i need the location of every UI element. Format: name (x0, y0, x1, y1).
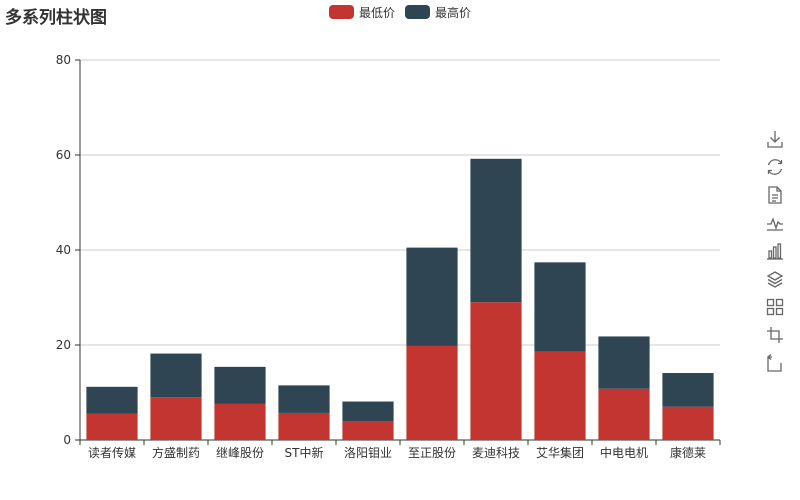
y-tick-label: 0 (63, 433, 71, 447)
bar-low[interactable] (214, 403, 266, 440)
x-tick-label: ST中新 (285, 445, 324, 460)
x-tick-label: 艾华集团 (536, 445, 584, 460)
bar-high[interactable] (86, 386, 138, 414)
x-tick-label: 康德莱 (670, 445, 706, 460)
restore-icon[interactable] (764, 156, 786, 178)
x-tick-label: 读者传媒 (88, 445, 136, 460)
bar-low[interactable] (342, 421, 394, 440)
legend-item-high[interactable]: 最高价 (405, 4, 471, 21)
legend-label-low: 最低价 (359, 5, 396, 20)
x-tick-label: 中电电机 (600, 445, 648, 460)
bar-chart-icon[interactable] (764, 240, 786, 262)
data-view-icon[interactable] (764, 184, 786, 206)
bar-high[interactable] (342, 401, 394, 421)
bar-low[interactable] (534, 351, 586, 440)
bar-high[interactable] (534, 262, 586, 352)
data-zoom-icon[interactable] (764, 324, 786, 346)
bar-low[interactable] (662, 406, 714, 440)
x-tick-label: 洛阳钼业 (344, 445, 392, 460)
toolbox (764, 128, 786, 380)
bar-low[interactable] (278, 412, 330, 440)
bar-low[interactable] (406, 345, 458, 440)
x-tick-label: 至正股份 (408, 446, 456, 460)
x-tick-label: 方盛制药 (152, 445, 200, 460)
bar-low[interactable] (470, 302, 522, 440)
legend-swatch-low (329, 5, 354, 19)
y-tick-label: 80 (56, 53, 71, 67)
bar-high[interactable] (150, 353, 202, 398)
stack-icon[interactable] (764, 268, 786, 290)
x-tick-label: 继峰股份 (216, 446, 264, 460)
legend-label-high: 最高价 (435, 5, 472, 20)
bar-high[interactable] (214, 366, 266, 404)
y-tick-label: 40 (56, 243, 71, 257)
bar-high[interactable] (598, 336, 650, 389)
y-tick-label: 60 (56, 148, 71, 162)
bar-high[interactable] (278, 385, 330, 413)
tiled-icon[interactable] (764, 296, 786, 318)
y-tick-label: 20 (56, 338, 71, 352)
save-as-image-icon[interactable] (764, 128, 786, 150)
x-tick-label: 麦迪科技 (472, 446, 520, 460)
bar-high[interactable] (406, 247, 458, 346)
legend: 最低价 最高价 (329, 4, 481, 20)
legend-item-low[interactable]: 最低价 (329, 4, 395, 21)
bar-high[interactable] (470, 158, 522, 303)
line-chart-icon[interactable] (764, 212, 786, 234)
chart-title: 多系列柱状图 (5, 8, 107, 28)
legend-swatch-high (405, 5, 431, 19)
zoom-reset-icon[interactable] (764, 352, 786, 374)
bar-low[interactable] (598, 388, 650, 440)
bar-high[interactable] (662, 373, 714, 407)
bar-low[interactable] (150, 397, 202, 440)
bar-low[interactable] (86, 413, 138, 440)
